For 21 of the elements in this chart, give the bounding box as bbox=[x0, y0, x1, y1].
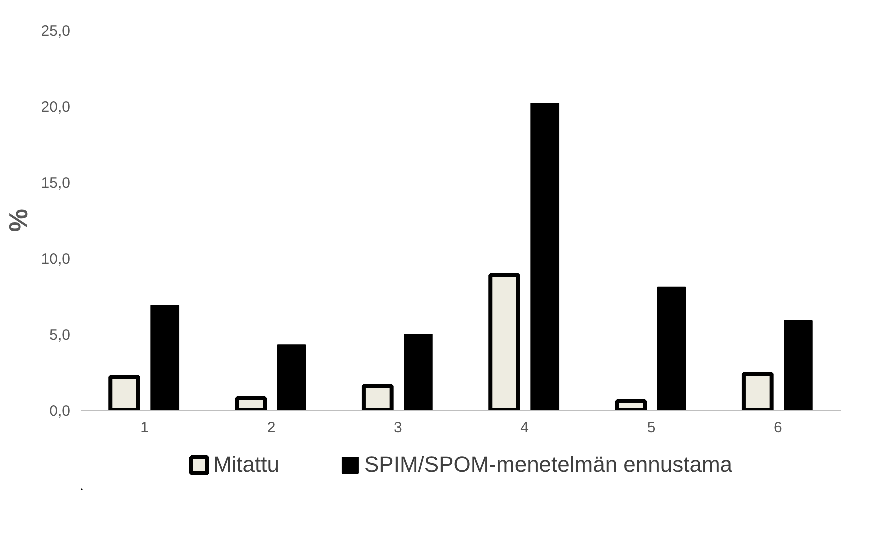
legend-label: SPIM/SPOM-menetelmän ennustama bbox=[364, 452, 733, 478]
y-tick-label: 5,0 bbox=[50, 327, 71, 344]
x-tick-label: 1 bbox=[140, 420, 150, 436]
bar bbox=[277, 344, 306, 410]
y-axis-title: % bbox=[3, 208, 34, 232]
y-tick-label: 0,0 bbox=[50, 403, 71, 420]
x-tick-label: 5 bbox=[647, 420, 656, 436]
bar bbox=[530, 102, 560, 410]
y-tick-label: 25,0 bbox=[41, 23, 71, 40]
legend-label: Mitattu bbox=[213, 452, 280, 478]
bar bbox=[657, 286, 686, 410]
x-tick-label: 4 bbox=[520, 420, 530, 436]
bar bbox=[150, 305, 180, 410]
bar bbox=[404, 334, 433, 410]
bar bbox=[784, 320, 813, 410]
y-tick-label: 20,0 bbox=[41, 99, 71, 116]
x-tick-label: 2 bbox=[267, 420, 276, 436]
x-tick-label: 6 bbox=[774, 420, 782, 436]
x-tick-label: 3 bbox=[394, 420, 402, 436]
y-tick-label: 10,0 bbox=[41, 251, 71, 268]
y-tick-label: 15,0 bbox=[41, 175, 71, 192]
